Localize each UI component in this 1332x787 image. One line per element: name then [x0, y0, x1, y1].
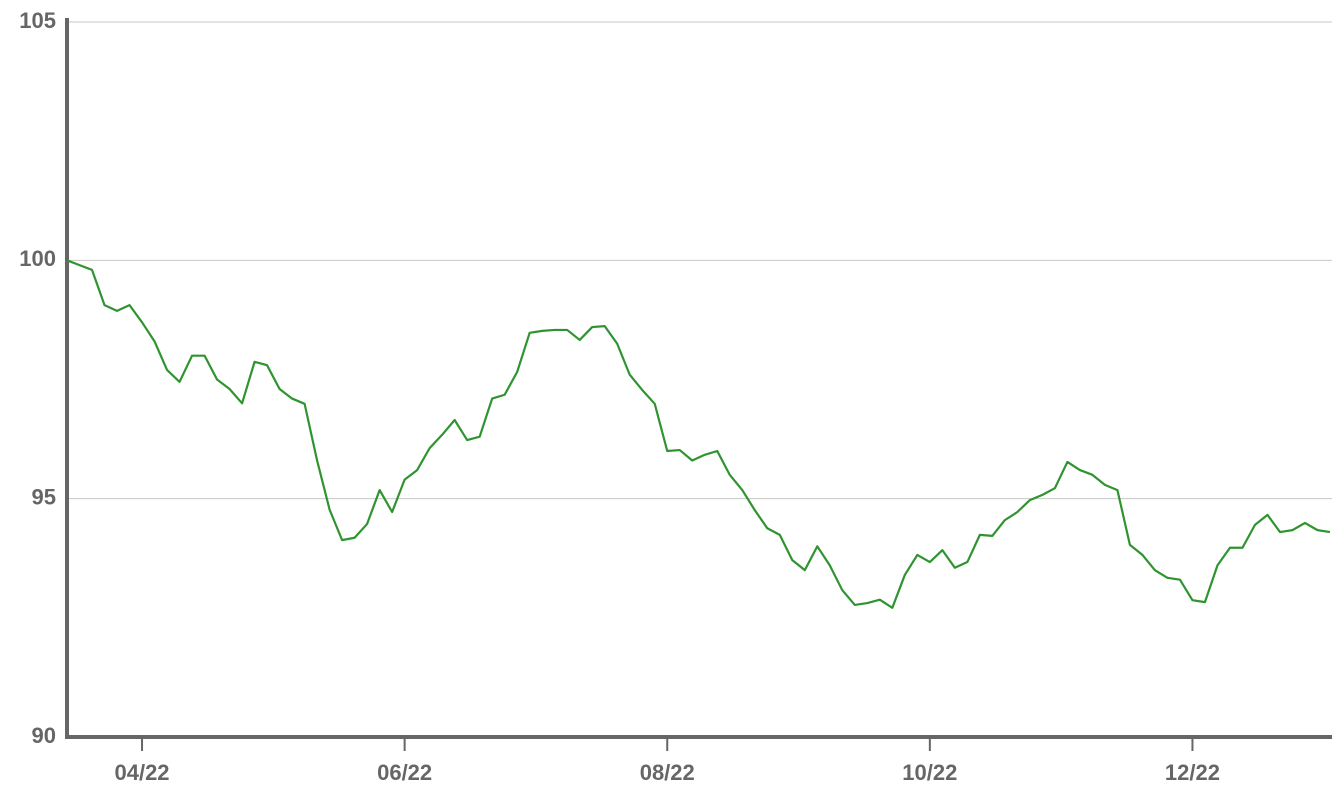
- y-tick-label: 105: [19, 8, 56, 33]
- x-tick-label: 06/22: [377, 760, 432, 785]
- x-tick-label: 12/22: [1165, 760, 1220, 785]
- y-tick-label: 90: [32, 723, 56, 748]
- y-tick-label: 100: [19, 246, 56, 271]
- x-tick-label: 08/22: [640, 760, 695, 785]
- y-tick-label: 95: [32, 484, 56, 509]
- x-tick-label: 10/22: [902, 760, 957, 785]
- line-series: [66, 259, 1331, 609]
- x-tick-label: 04/22: [114, 760, 169, 785]
